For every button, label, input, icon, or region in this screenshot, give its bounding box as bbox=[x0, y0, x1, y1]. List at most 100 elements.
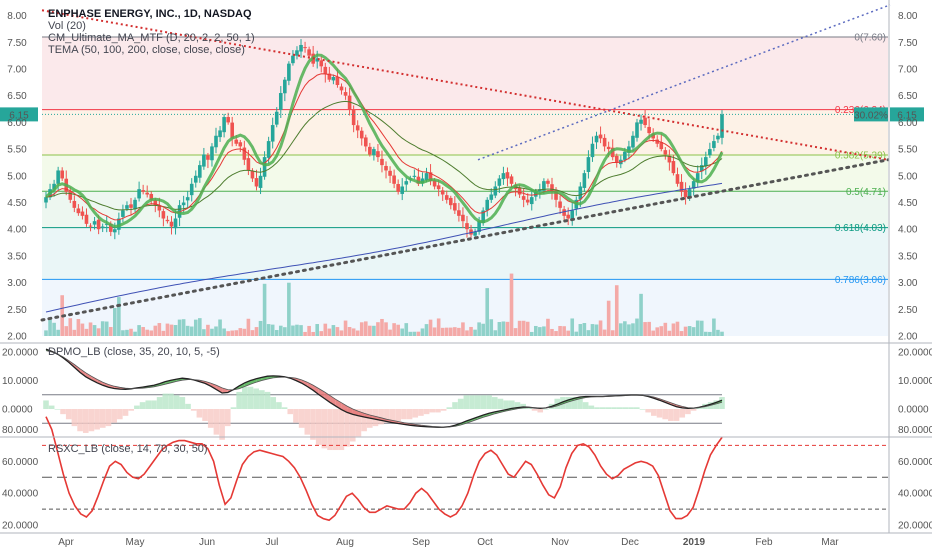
dpmo-histogram-bar bbox=[486, 395, 492, 409]
volume-bar bbox=[100, 321, 105, 336]
y-tick: 7.50 bbox=[898, 38, 918, 49]
candle-body bbox=[465, 223, 469, 230]
volume-bar bbox=[542, 326, 546, 336]
dpmo-histogram-bar bbox=[690, 409, 697, 411]
candle-body bbox=[497, 178, 502, 186]
volume-bar bbox=[457, 327, 461, 336]
fib-zone bbox=[42, 109, 888, 155]
candle-body bbox=[351, 109, 356, 126]
volume-bar bbox=[230, 330, 235, 336]
candle-body bbox=[400, 186, 405, 194]
volume-bar bbox=[412, 331, 417, 336]
volume-bar bbox=[404, 323, 409, 336]
dpmo-histogram-bar bbox=[616, 407, 623, 409]
dpmo-histogram-bar bbox=[480, 395, 487, 409]
candle-body bbox=[145, 192, 149, 195]
volume-bar bbox=[262, 283, 267, 336]
volume-bar bbox=[242, 328, 247, 336]
dpmo-histogram-bar bbox=[196, 409, 203, 418]
volume-bar bbox=[315, 324, 320, 336]
candle-body bbox=[517, 187, 522, 195]
y-tick: 7.00 bbox=[898, 65, 918, 76]
volume-bar bbox=[319, 331, 324, 336]
volume-bar bbox=[299, 325, 303, 336]
dpmo-histogram-bar bbox=[264, 391, 271, 409]
dpmo-histogram-bar bbox=[633, 407, 640, 409]
volume-bar bbox=[562, 326, 566, 336]
candle-body bbox=[108, 223, 113, 232]
candle-body bbox=[457, 210, 461, 216]
candle-body bbox=[189, 183, 194, 196]
volume-bar bbox=[550, 328, 554, 336]
legend-cm-ma: CM_Ultimate_MA_MTF (D, 20, 2, 2, 50, 1) bbox=[48, 32, 255, 44]
candle-body bbox=[230, 122, 235, 139]
volume-bar bbox=[295, 324, 299, 336]
candle-body bbox=[291, 55, 295, 64]
volume-bar bbox=[432, 327, 437, 336]
volume-bar bbox=[380, 318, 384, 336]
volume-bar bbox=[206, 324, 210, 336]
candle-body bbox=[542, 181, 546, 191]
volume-bar bbox=[303, 331, 307, 336]
volume-bar bbox=[497, 322, 502, 336]
volume-bar bbox=[501, 321, 506, 336]
dpmo-histogram-bar bbox=[185, 403, 191, 409]
candle-body bbox=[554, 189, 558, 200]
candle-body bbox=[647, 126, 651, 134]
y-tick: 6.00 bbox=[898, 118, 918, 129]
volume-bar bbox=[145, 329, 149, 336]
dpmo-histogram-bar bbox=[457, 398, 464, 409]
volume-bar bbox=[392, 323, 396, 336]
volume-bar bbox=[699, 320, 704, 336]
dpmo-histogram-bar bbox=[588, 405, 595, 409]
dpmo-histogram-bar bbox=[310, 409, 316, 440]
volume-bar bbox=[619, 323, 623, 336]
dpmo-histogram-bar bbox=[253, 388, 259, 409]
dpmo-cloud bbox=[80, 368, 86, 377]
candle-body bbox=[295, 50, 299, 56]
volume-bar bbox=[453, 327, 457, 336]
dpmo-cloud bbox=[324, 391, 331, 403]
fib-label: 0(7.60) bbox=[854, 32, 886, 43]
candle-body bbox=[594, 135, 599, 143]
candle-body bbox=[716, 135, 720, 140]
candle-body bbox=[100, 226, 105, 229]
candle-body bbox=[355, 125, 360, 131]
volume-bar bbox=[181, 319, 186, 336]
volume-bar bbox=[339, 330, 344, 336]
volume-bar bbox=[96, 328, 101, 336]
dpmo-title: DPMO_LB (close, 35, 20, 10, 5, -5) bbox=[48, 346, 220, 358]
candle-body bbox=[712, 141, 716, 148]
dpmo-histogram-bar bbox=[247, 386, 254, 409]
dpmo-histogram-bar bbox=[412, 409, 419, 418]
rsxc-y-tick-left: 20.0000 bbox=[2, 521, 39, 532]
candle-body bbox=[274, 111, 279, 125]
volume-bar bbox=[558, 325, 562, 336]
candle-body bbox=[509, 176, 514, 184]
volume-bar bbox=[48, 319, 52, 336]
dpmo-cloud bbox=[210, 383, 217, 390]
candle-body bbox=[368, 146, 372, 155]
dpmo-cloud bbox=[312, 385, 319, 395]
volume-bar bbox=[343, 320, 348, 336]
ma-20 bbox=[44, 53, 724, 229]
volume-bar bbox=[193, 319, 198, 336]
volume-bar bbox=[157, 323, 162, 336]
candle-body bbox=[258, 175, 263, 188]
volume-bar bbox=[104, 321, 109, 336]
dpmo-histogram-bar bbox=[321, 409, 328, 449]
volume-bar bbox=[266, 324, 271, 336]
candle-body bbox=[404, 181, 409, 185]
dpmo-histogram-bar bbox=[509, 400, 515, 409]
candle-body bbox=[469, 229, 473, 235]
volume-bar bbox=[627, 324, 631, 336]
candle-body bbox=[691, 181, 696, 189]
dpmo-histogram-bar bbox=[327, 409, 333, 451]
candle-body bbox=[266, 141, 271, 158]
candle-body bbox=[481, 210, 485, 224]
candle-body bbox=[473, 231, 477, 236]
volume-bar bbox=[667, 330, 672, 336]
candle-body bbox=[80, 211, 85, 216]
candle-body bbox=[303, 47, 307, 49]
dpmo-histogram-bar bbox=[60, 409, 66, 415]
